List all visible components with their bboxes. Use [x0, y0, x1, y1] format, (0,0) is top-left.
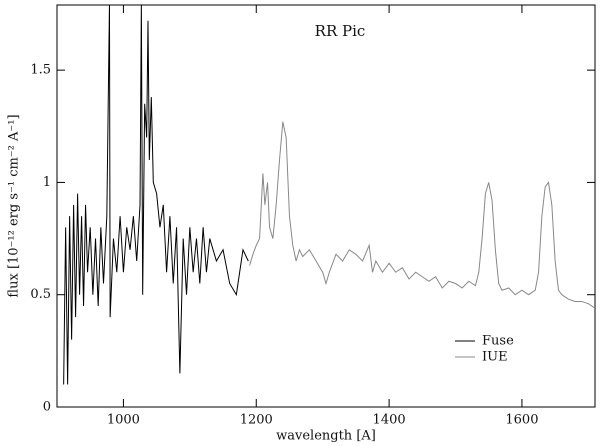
- y-tick-label: 0: [43, 400, 51, 415]
- legend-label: Fuse: [482, 334, 514, 349]
- y-tick-label: 0.5: [30, 287, 51, 302]
- y-tick-label: 1: [43, 175, 51, 190]
- spectrum-line: [63, 5, 249, 385]
- y-axis-label: flux [10⁻¹² erg s⁻¹ cm⁻² A⁻¹]: [7, 114, 22, 297]
- x-tick-label: 1600: [505, 413, 538, 428]
- x-tick-label: 1000: [107, 413, 140, 428]
- chart-title: RR Pic: [315, 22, 366, 40]
- y-tick-label: 1.5: [30, 63, 51, 78]
- x-tick-label: 1400: [373, 413, 406, 428]
- x-axis-label: wavelength [A]: [276, 429, 376, 444]
- spectrum-line: [249, 121, 595, 309]
- plot-area: [63, 5, 595, 385]
- legend-label: IUE: [482, 350, 508, 365]
- plot-frame: [56, 4, 596, 408]
- x-tick-label: 1200: [240, 413, 273, 428]
